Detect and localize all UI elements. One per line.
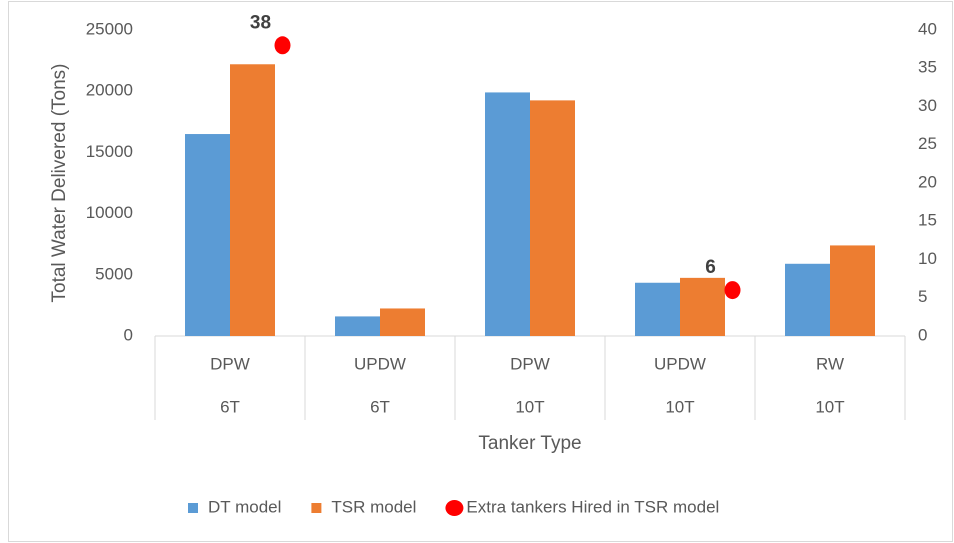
x-group-label: 10T <box>665 397 694 416</box>
x-tick-label: DPW <box>210 354 250 373</box>
x-group-label: 10T <box>515 397 544 416</box>
y-tick-label: 10000 <box>86 203 133 222</box>
bar <box>335 316 380 336</box>
x-group-label: 6T <box>370 397 390 416</box>
y2-tick-label: 20 <box>918 172 937 191</box>
y-tick-label: 25000 <box>86 19 133 38</box>
legend-swatch <box>311 503 322 513</box>
bar <box>485 92 530 336</box>
legend-label: DT model <box>208 497 281 516</box>
marker <box>724 281 741 300</box>
y2-tick-label: 15 <box>918 211 937 230</box>
y2-tick-label: 35 <box>918 58 937 77</box>
y2-tick-label: 5 <box>918 287 927 306</box>
y-axis-title: Total Water Delivered (Tons) <box>49 64 70 303</box>
x-tick-label: RW <box>816 354 844 373</box>
bar <box>635 282 680 336</box>
bar <box>185 134 230 336</box>
y-tick-label: 20000 <box>86 81 133 100</box>
y-tick-label: 15000 <box>86 142 133 161</box>
data-label: 38 <box>250 12 271 33</box>
marker <box>274 36 291 55</box>
legend-label: TSR model <box>331 497 416 516</box>
y2-tick-label: 10 <box>918 249 937 268</box>
bar <box>380 308 425 336</box>
y2-tick-label: 40 <box>918 19 937 38</box>
bar <box>530 100 575 336</box>
y2-tick-label: 0 <box>918 325 927 344</box>
legend-marker <box>445 500 464 516</box>
x-tick-label: UPDW <box>354 354 406 373</box>
y-tick-label: 5000 <box>95 264 133 283</box>
x-group-label: 10T <box>815 397 844 416</box>
x-group-label: 6T <box>220 397 240 416</box>
y2-tick-label: 25 <box>918 134 937 153</box>
bar <box>830 245 875 336</box>
data-label: 6 <box>705 257 716 278</box>
bar <box>230 64 275 336</box>
x-tick-label: DPW <box>510 354 550 373</box>
bar <box>680 277 725 336</box>
legend-swatch <box>188 503 198 513</box>
y-tick-label: 0 <box>124 325 133 344</box>
y2-tick-label: 30 <box>918 96 937 115</box>
bar <box>785 263 830 336</box>
x-tick-label: UPDW <box>654 354 706 373</box>
x-axis-title: Tanker Type <box>478 433 581 454</box>
legend-label: Extra tankers Hired in TSR model <box>466 497 719 516</box>
